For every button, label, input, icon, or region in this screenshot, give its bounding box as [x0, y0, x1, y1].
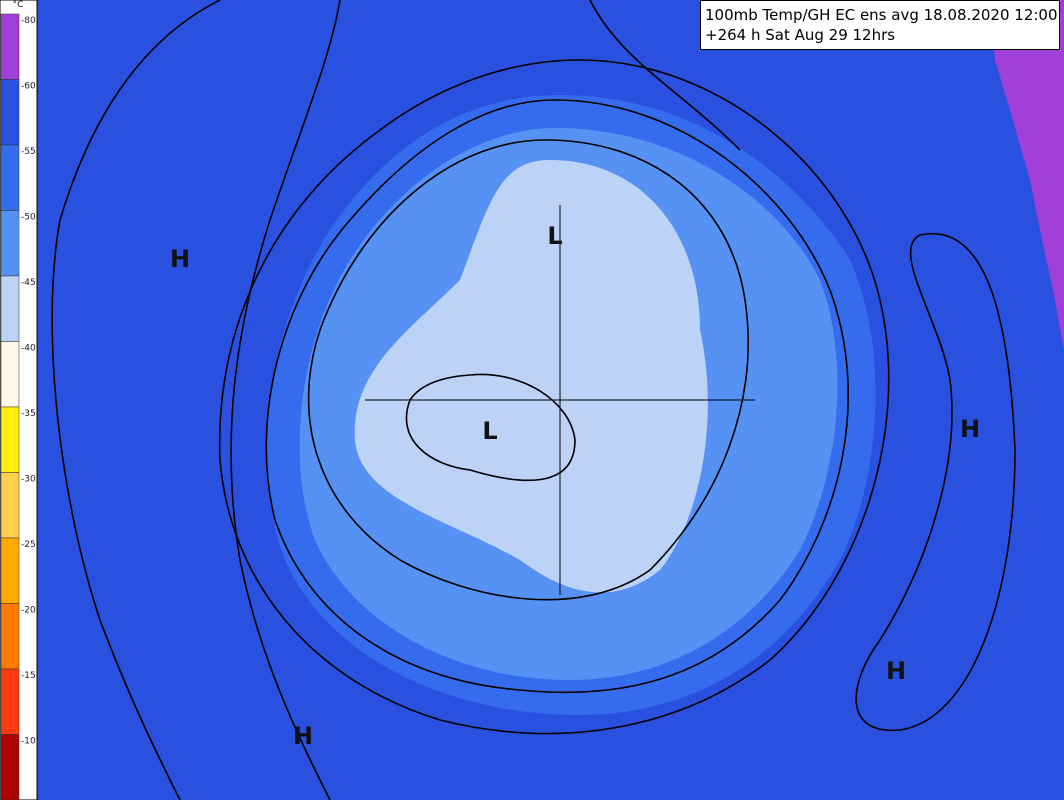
legend-label: -10: [21, 737, 36, 747]
legend-swatch: [0, 275, 20, 342]
legend-label: -35: [21, 409, 36, 419]
legend-label: -40: [21, 344, 36, 354]
pressure-marker: L: [482, 417, 497, 445]
legend-swatch: [0, 603, 20, 670]
pressure-marker: H: [293, 722, 313, 750]
cold-core: [354, 160, 708, 593]
pressure-marker: L: [547, 222, 562, 250]
legend-label: -80: [21, 16, 36, 26]
legend-swatch: [0, 13, 20, 80]
legend-swatch: [0, 144, 20, 211]
legend-label: -45: [21, 278, 36, 288]
pressure-marker: H: [170, 245, 190, 273]
crosshair: [365, 205, 755, 595]
legend-label: -20: [21, 606, 36, 616]
legend-swatch: [0, 406, 20, 473]
legend-label: -55: [21, 147, 36, 157]
info-line: +264 h Sat Aug 29 12hrs: [705, 26, 896, 44]
legend-swatch: [0, 472, 20, 539]
legend-swatch: [0, 734, 20, 800]
legend-label: -15: [21, 671, 36, 681]
legend-label: -60: [21, 82, 36, 92]
contours: [51, 0, 1016, 800]
pressure-marker: H: [886, 657, 906, 685]
pressure-marker: H: [960, 415, 980, 443]
legend-swatch: [0, 341, 20, 408]
legend-label: -25: [21, 540, 36, 550]
legend-swatch: [0, 668, 20, 735]
legend-swatch: [0, 79, 20, 146]
legend-label: -30: [21, 475, 36, 485]
info-line: 100mb Temp/GH EC ens avg 18.08.2020 12:0…: [705, 6, 1058, 24]
color-legend: °C -80 -60 -55 -50 -45 -40 -35 -30 -25 -20 -15 -10: [0, 0, 38, 800]
legend-swatch: [0, 537, 20, 604]
legend-unit: °C: [13, 0, 24, 10]
info-box: 100mb Temp/GH EC ens avg 18.08.2020 12:0…: [700, 0, 1060, 50]
warm-region: [990, 0, 1064, 350]
legend-label: -50: [21, 213, 36, 223]
legend-swatch: [0, 210, 20, 277]
